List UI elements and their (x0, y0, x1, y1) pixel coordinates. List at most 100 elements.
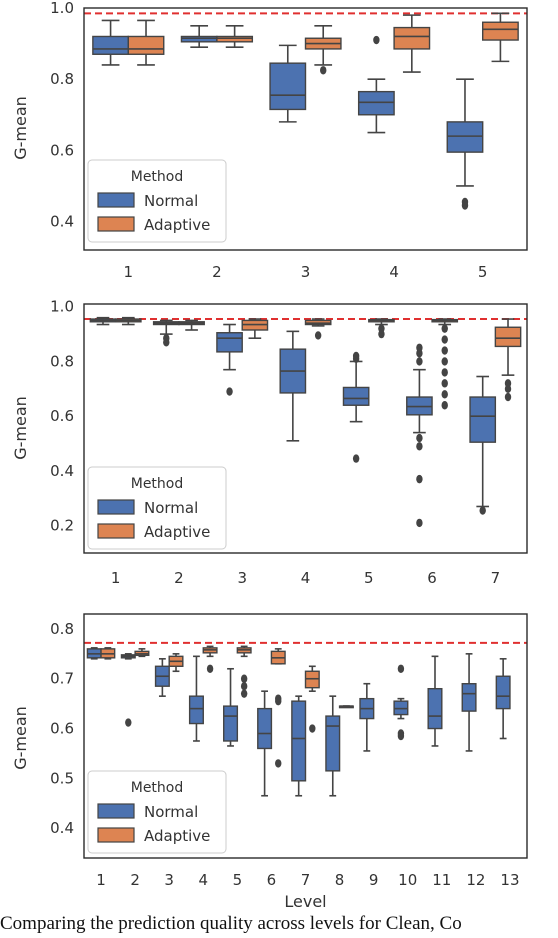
box-adaptive-level-4 (304, 318, 332, 340)
legend-swatch-adaptive (97, 827, 135, 843)
box-body (494, 326, 522, 348)
x-tick-label: 6 (267, 871, 277, 889)
y-tick-label: 0.7 (50, 670, 74, 688)
x-tick-label: 5 (233, 871, 243, 889)
box-body (216, 35, 254, 43)
chart-panel-2: 0.2 0.4 0.6 0.8 1.0 1 2 3 4 5 6 7 G-mean Method Normal… (11, 298, 528, 587)
box-adaptive-level-1 (127, 19, 165, 66)
box-body (461, 683, 477, 712)
y-axis-label: G-mean (11, 396, 30, 460)
y-tick-label: 0.8 (50, 352, 74, 370)
box-body (446, 121, 484, 153)
x-tick-label: 5 (478, 263, 488, 281)
box-body (357, 90, 395, 116)
legend: Method Normal Adaptive (87, 466, 227, 550)
outlier-point (441, 324, 448, 333)
x-tick-label: 7 (301, 871, 311, 889)
x-tick-label: 6 (427, 569, 437, 587)
box-body (92, 35, 129, 55)
outlier-point (378, 329, 385, 339)
legend-label-normal: Normal (144, 803, 198, 821)
x-tick-label: 4 (301, 569, 311, 587)
x-axis-label: Level (284, 892, 326, 911)
x-tick-label: 3 (301, 263, 311, 281)
legend-label-normal: Normal (144, 192, 198, 210)
plot-frame (83, 7, 528, 251)
box-normal-level-2 (180, 24, 218, 48)
box-normal-level-11 (427, 655, 443, 747)
box-normal-level-6 (257, 690, 273, 797)
box-normal-level-2 (152, 319, 180, 347)
box-body (469, 396, 497, 443)
legend: Method Normal Adaptive (87, 770, 227, 854)
outlier-point (240, 689, 248, 698)
outlier-point (416, 357, 423, 366)
outlier-point (373, 35, 380, 45)
box-normal-level-5 (223, 667, 239, 747)
box-normal-level-2 (120, 653, 136, 727)
figure-caption: Comparing the prediction quality across … (0, 913, 462, 934)
box-normal-level-1 (92, 19, 129, 66)
chart-panel-3: 0.40.50.60.70.81 2 3 4 5 6 7 8 9 10 11 12 13G-meanLe… (11, 613, 528, 911)
box-normal-level-8 (325, 695, 341, 797)
outlier-point (397, 664, 405, 673)
outlier-point (416, 433, 423, 443)
x-tick-label: 1 (124, 263, 134, 281)
outlier-point (504, 384, 512, 394)
box-adaptive-level-5 (368, 318, 395, 339)
x-tick-label: 1 (96, 871, 106, 889)
box-adaptive-level-6 (431, 318, 459, 410)
box-body (393, 26, 431, 50)
box-adaptive-level-1 (100, 647, 116, 660)
y-tick-label: 0.4 (50, 213, 74, 231)
y-tick-label: 1.0 (50, 298, 74, 316)
box-adaptive-level-5 (482, 12, 519, 63)
chart-panel-1: 0.4 0.6 0.8 1.0 1 2 3 4 5 G-mean Method Normal Adapt… (11, 0, 528, 281)
box-adaptive-level-7 (494, 318, 522, 402)
x-tick-label: 3 (164, 871, 174, 889)
x-tick-label: 4 (198, 871, 208, 889)
x-tick-label: 12 (466, 871, 485, 889)
box-normal-level-4 (188, 655, 204, 742)
box-body (291, 700, 307, 782)
legend-swatch-normal (97, 192, 135, 208)
box-adaptive-level-2 (134, 648, 150, 658)
legend-title: Method (131, 780, 184, 796)
box-normal-level-4 (279, 330, 307, 442)
box-adaptive-level-5 (236, 645, 252, 698)
box-adaptive-level-8 (338, 705, 354, 709)
y-tick-label: 0.6 (50, 720, 74, 738)
box-body (223, 705, 239, 742)
outlier-point (441, 346, 448, 355)
box-normal-level-1 (89, 316, 117, 326)
x-tick-label: 2 (130, 871, 140, 889)
box-normal-level-1 (86, 647, 102, 660)
y-tick-label: 0.5 (50, 769, 74, 787)
x-tick-label: 9 (369, 871, 379, 889)
box-body (257, 707, 273, 750)
legend-label-normal: Normal (144, 499, 198, 517)
outlier-point (320, 66, 327, 75)
outlier-point (479, 506, 486, 515)
legend-label-adaptive: Adaptive (144, 216, 210, 234)
box-normal-level-5 (342, 351, 370, 463)
box-adaptive-level-2 (178, 319, 205, 331)
outlier-point (416, 474, 423, 484)
outlier-point (125, 718, 132, 727)
x-tick-label: 10 (398, 871, 417, 889)
box-body (342, 386, 370, 406)
box-body (482, 21, 519, 41)
x-tick-label: 3 (237, 569, 247, 587)
x-tick-label: 2 (212, 263, 222, 281)
box-normal-level-4 (357, 35, 395, 134)
box-adaptive-level-7 (304, 665, 320, 733)
outlier-point (397, 731, 405, 741)
x-tick-label: 1 (111, 569, 121, 587)
legend-title: Method (131, 476, 184, 492)
outlier-point (240, 674, 248, 683)
y-tick-label: 0.6 (50, 141, 74, 159)
legend-swatch-normal (97, 803, 135, 819)
outlier-point (352, 354, 360, 363)
box-normal-level-10 (393, 664, 409, 741)
